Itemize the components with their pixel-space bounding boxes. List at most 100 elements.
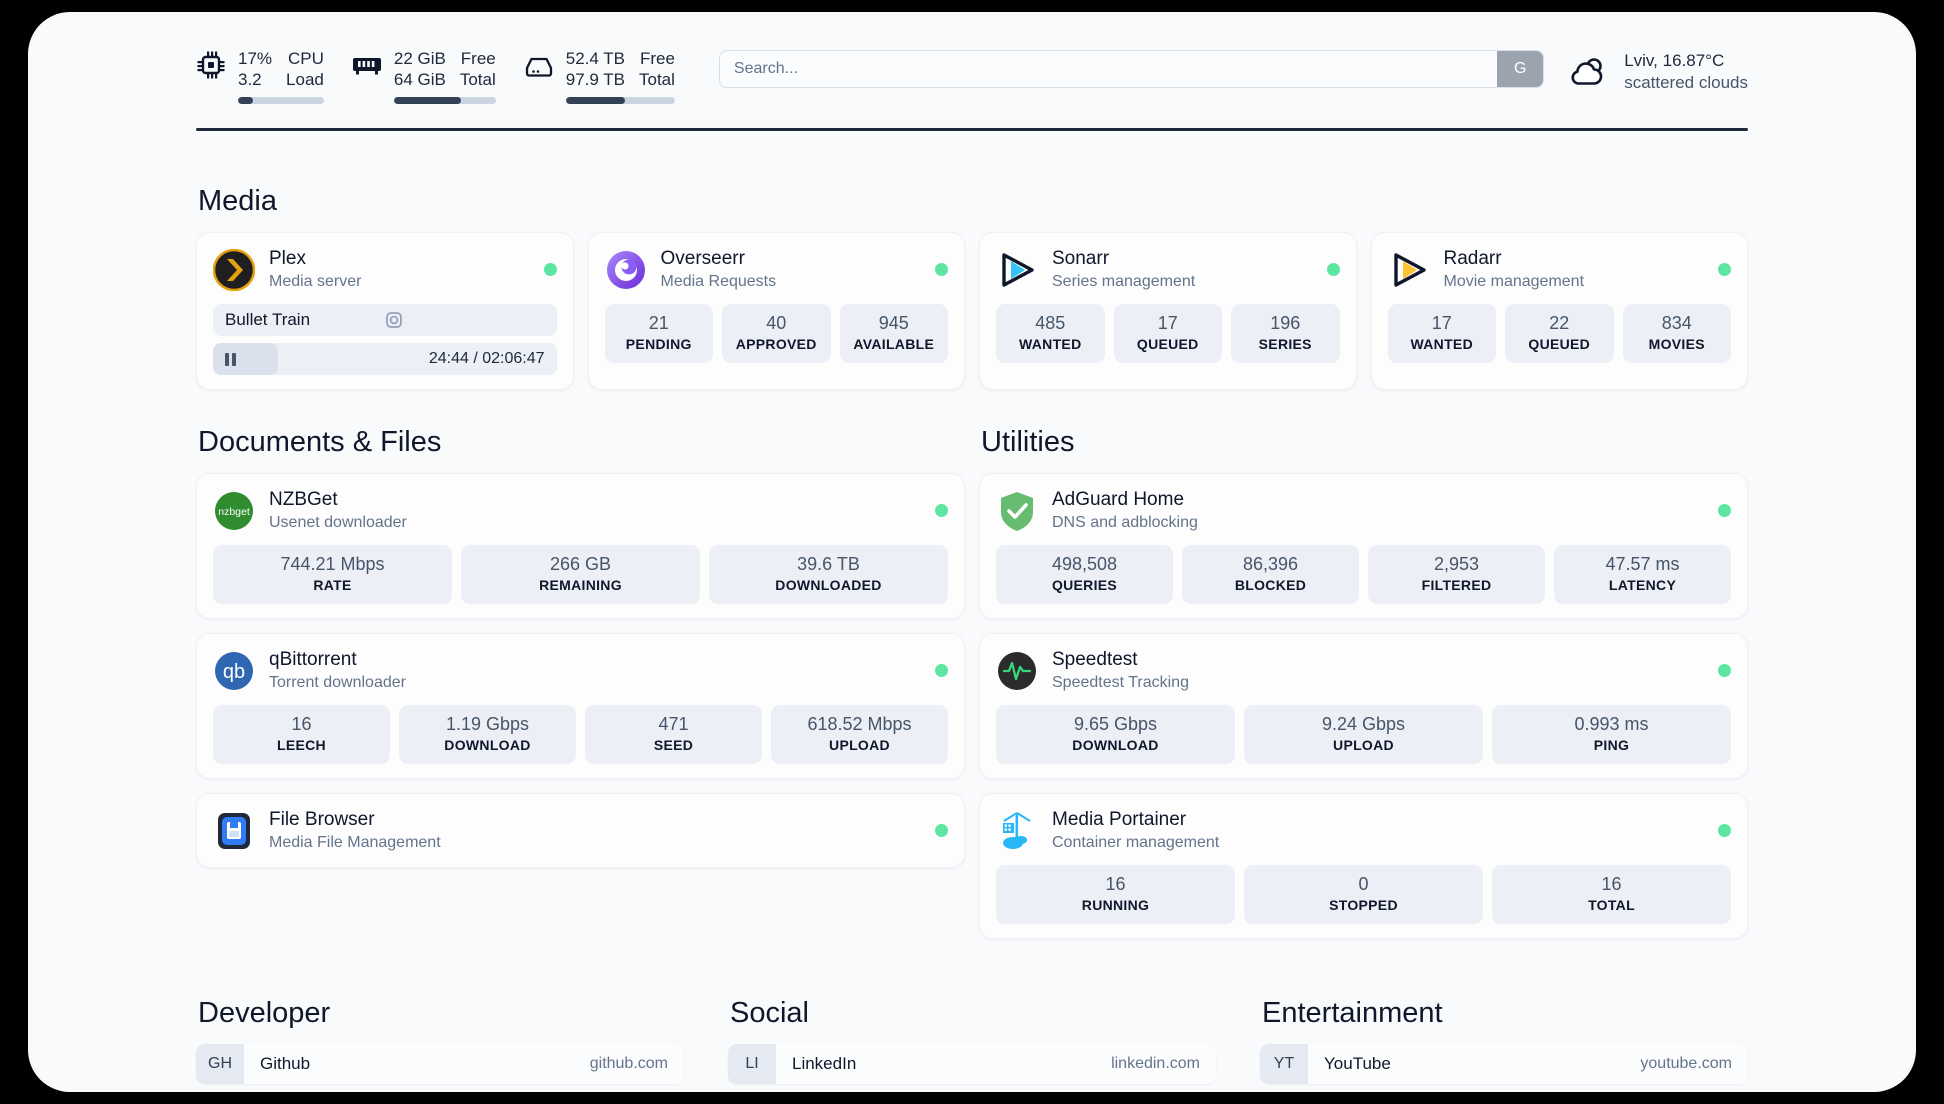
metric-value: 16 xyxy=(1105,874,1126,894)
metric-tile[interactable]: 485 WANTED xyxy=(996,304,1105,363)
metric-value: 39.6 TB xyxy=(797,554,860,574)
stat-label-bottom: Load xyxy=(286,70,324,89)
service-card[interactable]: Sonarr Series management 485 WANTED 17 QUEUED… xyxy=(979,232,1357,390)
metric-tile[interactable]: 498,508 QUERIES xyxy=(996,545,1173,604)
stat-value-bottom: 64 GiB xyxy=(393,70,446,89)
metric-tile[interactable]: 2,953 FILTERED xyxy=(1368,545,1545,604)
stat-value-top: 22 GiB xyxy=(393,49,446,68)
metric-value: 0.993 ms xyxy=(1574,714,1649,734)
service-card-header: AdGuard Home DNS and adblocking xyxy=(996,488,1731,533)
metric-tile[interactable]: 9.65 Gbps DOWNLOAD xyxy=(996,705,1235,764)
metric-tile[interactable]: 16 TOTAL xyxy=(1492,865,1731,924)
service-card[interactable]: nzbget NZBGet Usenet downloader 744.21 Mbps… xyxy=(196,473,965,619)
service-name: AdGuard Home xyxy=(1052,489,1185,510)
sonarr-logo xyxy=(996,249,1038,291)
bookmark-url: linkedin.com xyxy=(1111,1055,1200,1072)
metric-value: 196 xyxy=(1270,313,1301,333)
metric-tile[interactable]: 744.21 Mbps RATE xyxy=(213,545,452,604)
metric-tile[interactable]: 86,396 BLOCKED xyxy=(1182,545,1359,604)
service-card-header: nzbget NZBGet Usenet downloader xyxy=(213,488,948,533)
metric-value: 834 xyxy=(1661,313,1692,333)
metric-tile[interactable]: 0 STOPPED xyxy=(1244,865,1483,924)
metric-tile[interactable]: 47.57 ms LATENCY xyxy=(1554,545,1731,604)
search-box[interactable]: G xyxy=(718,50,1545,88)
metric-tile[interactable]: 16 RUNNING xyxy=(996,865,1235,924)
metric-row: 17 WANTED 22 QUEUED 834 MOVIES xyxy=(1387,304,1731,363)
documents-card-stack: nzbget NZBGet Usenet downloader 744.21 Mbps… xyxy=(196,473,965,868)
search-input[interactable] xyxy=(719,51,1498,87)
metric-tile[interactable]: 17 QUEUED xyxy=(1113,304,1222,363)
metric-value: 266 GB xyxy=(549,554,612,574)
search-engine-button[interactable]: G xyxy=(1497,51,1544,87)
metric-tile[interactable]: 834 MOVIES xyxy=(1622,304,1731,363)
metric-tile[interactable]: 22 QUEUED xyxy=(1505,304,1614,363)
pause-icon[interactable] xyxy=(213,352,247,366)
header-divider xyxy=(196,128,1748,131)
service-name: Media Portainer xyxy=(1052,809,1187,830)
metric-value: 16 xyxy=(291,714,312,734)
service-card[interactable]: qb qBittorrent Torrent downloader 16 LEECH 1.… xyxy=(196,633,965,779)
status-badge xyxy=(1718,504,1731,517)
service-card-header: Plex Media server xyxy=(213,247,557,292)
service-name: NZBGet xyxy=(269,489,338,510)
metric-tile[interactable]: 40 APPROVED xyxy=(722,304,831,363)
metric-label: RUNNING xyxy=(1081,897,1150,913)
metric-tile[interactable]: 945 AVAILABLE xyxy=(839,304,948,363)
metric-row: 744.21 Mbps RATE 266 GB REMAINING 39.6 TB DOW… xyxy=(213,545,948,604)
service-card[interactable]: Plex Media server Bullet Train 24:44 / 02:0… xyxy=(196,232,574,390)
bookmark-item[interactable]: GH Github github.com xyxy=(196,1044,684,1084)
status-badge xyxy=(935,263,948,276)
bookmark-group-title: Social xyxy=(730,997,809,1029)
service-name: Speedtest xyxy=(1052,649,1138,670)
service-card[interactable]: Overseerr Media Requests 21 PENDING 40 APPROV… xyxy=(587,232,965,390)
metric-tile[interactable]: 21 PENDING xyxy=(604,304,713,363)
qbittorrent-logo: qb xyxy=(213,650,255,692)
service-name: Sonarr xyxy=(1052,248,1110,269)
metric-row: 21 PENDING 40 APPROVED 945 AVAILABLE xyxy=(604,304,948,363)
stat-ram: 22 GiB 64 GiB Free Total xyxy=(352,48,496,104)
metric-label: PENDING xyxy=(625,336,692,352)
metric-tile[interactable]: 0.993 ms PING xyxy=(1492,705,1731,764)
metric-value: 618.52 Mbps xyxy=(807,714,912,734)
metric-tile[interactable]: 1.19 Gbps DOWNLOAD xyxy=(399,705,576,764)
metric-tile[interactable]: 39.6 TB DOWNLOADED xyxy=(709,545,948,604)
service-card[interactable]: File Browser Media File Management xyxy=(196,793,965,868)
status-badge xyxy=(935,664,948,677)
bookmark-item[interactable]: LI LinkedIn linkedin.com xyxy=(728,1044,1216,1084)
speedtest-logo xyxy=(996,650,1038,692)
metric-value: 945 xyxy=(878,313,909,333)
bookmark-group: DeveloperGHGithubgithub.comSOStackOverfl… xyxy=(196,997,684,1092)
media-section: Media Plex Media server Bullet Train 24:44 … xyxy=(196,185,1748,390)
svg-text:qb: qb xyxy=(223,661,245,683)
metric-value: 744.21 Mbps xyxy=(280,554,385,574)
lower-columns: Documents & Files nzbget NZBGet Usenet dow… xyxy=(196,426,1748,939)
bookmark-item[interactable]: YT YouTube youtube.com xyxy=(1260,1044,1748,1084)
now-playing-title-bar[interactable]: Bullet Train xyxy=(213,304,557,336)
metric-tile[interactable]: 9.24 Gbps UPLOAD xyxy=(1244,705,1483,764)
service-card[interactable]: Radarr Movie management 17 WANTED 22 QUEUED 83… xyxy=(1370,232,1748,390)
metric-value: 498,508 xyxy=(1051,554,1118,574)
metric-tile[interactable]: 618.52 Mbps UPLOAD xyxy=(771,705,948,764)
dashboard-page: 17% 3.2 CPU Load 22 GiB 64 GiB Free Total 52.4 T… xyxy=(28,12,1916,1092)
filebrowser-logo xyxy=(213,810,255,852)
cloud-icon xyxy=(1568,54,1610,90)
metric-row: 498,508 QUERIES 86,396 BLOCKED 2,953 FILTERED… xyxy=(996,545,1731,604)
weather-temperature: Lviv, 16.87°C xyxy=(1624,51,1725,70)
service-card[interactable]: AdGuard Home DNS and adblocking 498,508 QUE… xyxy=(979,473,1748,619)
bookmark-group-title: Developer xyxy=(198,997,331,1029)
metric-tile[interactable]: 16 LEECH xyxy=(213,705,390,764)
bookmark-list: YTYouTubeyoutube.comNFNetflixnetflix.com… xyxy=(1260,1044,1748,1092)
metric-label: FILTERED xyxy=(1421,577,1492,593)
now-playing-progress[interactable]: 24:44 / 02:06:47 xyxy=(213,343,557,375)
metric-value: 471 xyxy=(658,714,689,734)
metric-tile[interactable]: 266 GB REMAINING xyxy=(461,545,700,604)
cast-icon[interactable] xyxy=(385,311,545,329)
metric-tile[interactable]: 196 SERIES xyxy=(1231,304,1340,363)
metric-tile[interactable]: 17 WANTED xyxy=(1387,304,1496,363)
metric-tile[interactable]: 471 SEED xyxy=(585,705,762,764)
bookmark-abbr: LI xyxy=(728,1044,776,1084)
service-card[interactable]: Media Portainer Container management 16 RUN… xyxy=(979,793,1748,939)
service-description: Container management xyxy=(1052,834,1220,851)
status-badge xyxy=(543,263,557,276)
service-card[interactable]: Speedtest Speedtest Tracking 9.65 Gbps DOWN… xyxy=(979,633,1748,779)
